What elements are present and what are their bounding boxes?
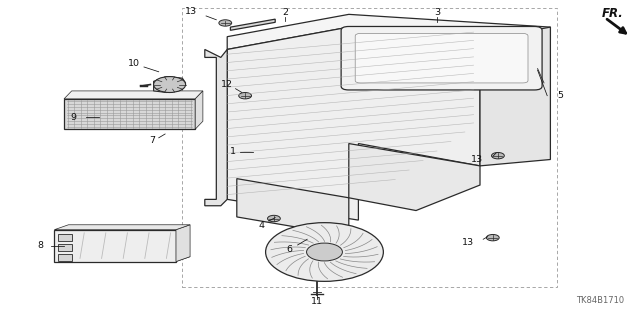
Text: 4: 4 [258, 221, 264, 230]
Polygon shape [227, 14, 550, 49]
Text: 9: 9 [71, 113, 77, 122]
Text: 5: 5 [557, 91, 563, 100]
Text: 2: 2 [282, 8, 288, 17]
FancyBboxPatch shape [341, 26, 542, 90]
Text: 10: 10 [129, 59, 140, 68]
Bar [58, 234, 72, 241]
Polygon shape [54, 257, 190, 262]
Circle shape [239, 93, 252, 99]
Polygon shape [480, 27, 550, 166]
FancyBboxPatch shape [355, 33, 528, 83]
Circle shape [307, 243, 342, 261]
Circle shape [492, 152, 504, 159]
Polygon shape [237, 179, 349, 236]
Text: TK84B1710: TK84B1710 [576, 296, 624, 305]
Circle shape [486, 234, 499, 241]
Text: 8: 8 [38, 241, 44, 250]
Circle shape [266, 223, 383, 281]
Polygon shape [64, 91, 203, 99]
Circle shape [268, 215, 280, 222]
Bar [54, 230, 176, 262]
Text: 7: 7 [149, 137, 156, 145]
Text: 3: 3 [434, 8, 440, 17]
Polygon shape [154, 77, 186, 93]
Polygon shape [205, 49, 227, 206]
Polygon shape [195, 91, 203, 129]
Text: FR.: FR. [602, 7, 623, 20]
Bar [58, 244, 72, 251]
Circle shape [219, 20, 232, 26]
Text: 13: 13 [185, 7, 197, 16]
Bar [58, 254, 72, 261]
Text: 1: 1 [230, 147, 236, 156]
Text: 13: 13 [471, 155, 483, 164]
Bar [64, 99, 195, 129]
Polygon shape [230, 19, 275, 30]
Text: 11: 11 [311, 297, 323, 306]
Polygon shape [176, 225, 190, 262]
Text: 13: 13 [461, 238, 474, 247]
Text: 6: 6 [286, 245, 292, 254]
Text: 12: 12 [221, 80, 233, 89]
Circle shape [154, 77, 186, 93]
Bar [182, 8, 557, 287]
Polygon shape [349, 144, 480, 211]
Polygon shape [54, 225, 190, 230]
Polygon shape [227, 27, 480, 220]
